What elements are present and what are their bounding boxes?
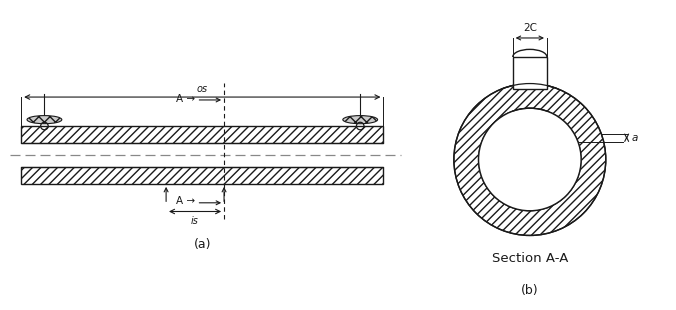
Bar bbox=[514, 55, 545, 89]
Bar bbox=[21, 166, 383, 184]
Ellipse shape bbox=[343, 116, 378, 124]
Wedge shape bbox=[454, 84, 606, 236]
Text: (a): (a) bbox=[193, 238, 211, 251]
Bar bbox=[512, 57, 547, 89]
Text: A →: A → bbox=[176, 196, 195, 206]
Circle shape bbox=[479, 108, 581, 211]
Bar bbox=[21, 126, 383, 144]
Text: Section A-A: Section A-A bbox=[491, 252, 568, 265]
Text: (b): (b) bbox=[521, 284, 539, 297]
Text: os: os bbox=[197, 84, 208, 94]
Text: 2C: 2C bbox=[523, 24, 537, 33]
Text: A →: A → bbox=[176, 94, 195, 104]
Text: is: is bbox=[191, 216, 199, 226]
Text: a: a bbox=[631, 133, 637, 143]
Ellipse shape bbox=[27, 116, 62, 124]
